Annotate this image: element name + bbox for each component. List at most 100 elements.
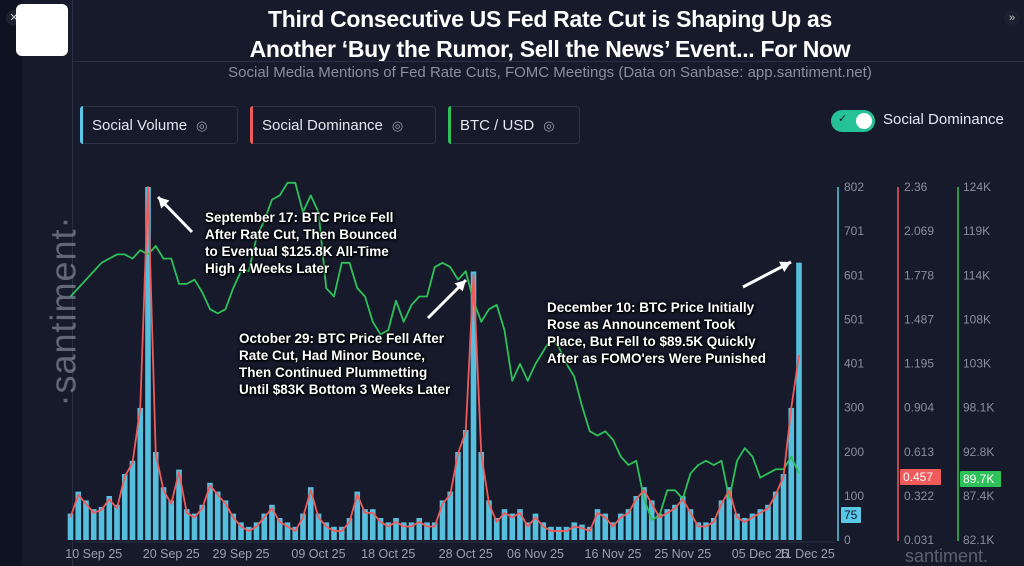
volume-bar [183, 509, 190, 540]
volume-bar [408, 522, 415, 540]
dominance-tick-label: 1.487 [904, 312, 934, 326]
btc-current-badge-bg [960, 471, 1001, 487]
volume-bar [261, 513, 268, 540]
volume-bar [176, 469, 182, 540]
volume-bar [284, 522, 291, 540]
volume-bar [199, 504, 206, 540]
volume-bar [493, 517, 500, 540]
toggle-label: Social Dominance [883, 111, 1004, 128]
volume-bar [145, 187, 151, 540]
volume-bar [369, 509, 376, 540]
volume-bar [152, 451, 159, 540]
volume-bar [532, 513, 539, 540]
legend-btc-usd[interactable]: BTC / USD ◎ [448, 106, 580, 144]
volume-bar [594, 509, 601, 540]
x-tick-label: 20 Sep 25 [143, 547, 200, 561]
volume-bar [315, 513, 322, 540]
btc-tick-label: 98.1K [963, 401, 994, 415]
volume-bar [431, 522, 438, 540]
volume-bar [524, 522, 531, 540]
btc-tick-label: 119K [963, 224, 990, 238]
eye-icon[interactable]: ◎ [196, 118, 208, 133]
volume-bar [695, 522, 702, 540]
volume-bar [687, 509, 694, 540]
eye-icon[interactable]: ◎ [543, 118, 555, 133]
volume-bar [362, 509, 368, 540]
volume-bar [710, 517, 717, 540]
x-tick-label: 09 Oct 25 [291, 547, 345, 561]
volume-bar [772, 491, 779, 540]
volume-tick-label: 0 [844, 533, 851, 547]
volume-bar [734, 513, 740, 540]
volume-bar [462, 429, 469, 540]
legend-label: Social Volume [92, 117, 188, 134]
volume-current-badge: 75 [844, 508, 858, 522]
legend-social-volume[interactable]: Social Volume ◎ [80, 106, 238, 144]
volume-bar [98, 506, 105, 540]
dominance-tick-label: 1.195 [904, 357, 934, 371]
btc-tick-label: 108K [963, 312, 991, 326]
btc-tick-label: 87.4K [963, 489, 994, 503]
annotation-sep17: September 17: BTC Price Fell After Rate C… [205, 210, 398, 276]
volume-bar [625, 509, 632, 540]
volume-bar [191, 513, 198, 540]
volume-bar [214, 491, 221, 540]
volume-bar [478, 451, 485, 540]
volume-bar [602, 513, 609, 540]
volume-bar [726, 487, 733, 540]
divider [72, 0, 73, 566]
volume-bar [571, 522, 578, 540]
divider [72, 61, 1024, 62]
volume-bar [385, 522, 392, 540]
dominance-tick-label: 0.904 [904, 401, 934, 415]
volume-bar [741, 517, 748, 540]
dominance-current-badge-bg [900, 469, 941, 485]
x-tick-label: 11 Dec 25 [779, 547, 835, 561]
volume-bar [292, 526, 299, 540]
left-panel [0, 0, 22, 566]
volume-bar [455, 451, 461, 540]
btc-tick-label: 92.8K [963, 445, 994, 459]
qr-code [16, 4, 68, 56]
volume-bar [765, 504, 771, 540]
volume-bar [346, 517, 353, 540]
legend-social-dominance[interactable]: Social Dominance ◎ [250, 106, 436, 144]
volume-bar [447, 491, 454, 540]
volume-bar [129, 460, 136, 540]
volume-bar [307, 487, 314, 540]
volume-bar [269, 504, 275, 540]
volume-bar [276, 517, 283, 540]
social-dominance-toggle[interactable]: ✓ [831, 110, 875, 132]
volume-bar [106, 495, 113, 540]
volume-bar [121, 473, 128, 540]
volume-bar [509, 513, 516, 540]
volume-bar [114, 504, 120, 540]
x-tick-label: 18 Oct 25 [361, 547, 415, 561]
volume-tick-label: 300 [844, 401, 864, 415]
volume-bar [400, 522, 407, 540]
volume-bar [470, 271, 477, 540]
santiment-watermark-small: santiment. [905, 546, 989, 566]
volume-bar [718, 500, 725, 540]
volume-bar [540, 522, 547, 540]
volume-bar [679, 495, 686, 540]
volume-bar [617, 513, 624, 540]
volume-bar [555, 526, 562, 540]
btc-tick-label: 103K [963, 357, 991, 371]
dominance-tick-label: 0.031 [904, 533, 934, 547]
volume-bar [67, 513, 74, 540]
check-icon: ✓ [838, 113, 848, 125]
x-tick-label: 05 Dec 25 [732, 547, 789, 561]
volume-bar [331, 526, 337, 540]
eye-icon[interactable]: ◎ [391, 118, 404, 133]
volume-bar [672, 504, 678, 540]
volume-bar [641, 487, 647, 540]
volume-bar [160, 487, 167, 540]
volume-bar [245, 526, 252, 540]
social-dominance-line [69, 186, 800, 532]
expand-icon[interactable]: » [1004, 10, 1020, 26]
volume-bar [517, 509, 523, 540]
volume-bar [664, 509, 671, 540]
volume-bar [207, 482, 213, 540]
